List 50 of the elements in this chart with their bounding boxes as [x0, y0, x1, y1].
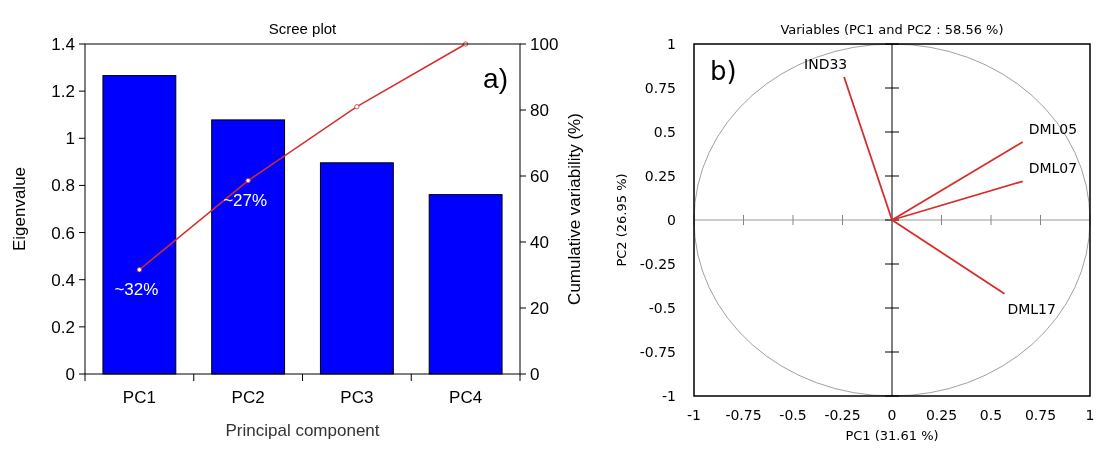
series-label: IND33: [804, 56, 848, 73]
x-tick-label: 0: [887, 407, 897, 423]
y-tick-label: 1.4: [51, 34, 75, 54]
y2-tick-label: 60: [530, 166, 549, 186]
y-tick-label: -0.75: [639, 343, 676, 360]
y2-tick-label: 20: [530, 298, 549, 318]
y-axis-title: PC2 (26.95 %): [614, 173, 629, 267]
x-tick-label: 0.75: [1024, 407, 1057, 423]
y2-tick-label: 100: [530, 34, 559, 54]
y-tick-label: 0.2: [51, 317, 75, 337]
annotation: ~32%: [114, 279, 159, 299]
y2-tick-label: 0: [530, 364, 540, 384]
x-axis-title: Principal component: [225, 421, 380, 440]
x-tick-label: PC1: [122, 388, 156, 407]
x-tick-label: PC4: [449, 388, 483, 407]
annotation: ~27%: [223, 190, 268, 210]
y-tick-label: 0.75: [644, 79, 676, 96]
x-tick-label: -1: [687, 407, 701, 423]
annotation: b): [710, 56, 737, 86]
y-tick-label: 0: [65, 364, 75, 384]
series-label: DML17: [1007, 300, 1056, 317]
y-tick-label: 0.4: [51, 270, 75, 290]
y-tick-label: 1: [667, 35, 676, 52]
x-tick-label: -0.25: [824, 407, 861, 423]
y2-tick-label: 80: [530, 100, 549, 120]
y-tick-label: 1: [65, 129, 75, 149]
y-axis-title: Eigenvalue: [10, 166, 29, 252]
y-tick-label: 0.25: [644, 167, 676, 184]
x-tick-label: 1: [1085, 407, 1095, 423]
x-tick-label: -0.75: [725, 407, 762, 423]
y-tick-label: 1.2: [51, 82, 75, 102]
y-tick-label: 0: [667, 211, 676, 228]
x-tick-label: 0.25: [925, 407, 958, 423]
y-tick-label: -0.25: [639, 255, 676, 272]
y2-tick-label: 40: [530, 232, 549, 252]
series-label: DML07: [1028, 160, 1078, 177]
x-tick-label: PC3: [340, 388, 374, 407]
y2-axis-title: Cumulative variability (%): [565, 113, 584, 305]
chart-title: Variables (PC1 and PC2 : 58.56 %): [780, 22, 1004, 37]
annotation: a): [483, 63, 508, 94]
y-tick-label: 0.8: [51, 176, 75, 196]
x-tick-label: -0.5: [779, 407, 807, 423]
y-tick-label: -0.5: [648, 299, 676, 316]
x-axis-title: PC1 (31.61 %): [845, 428, 939, 443]
y-tick-label: 0.6: [51, 223, 75, 243]
x-tick-label: 0.5: [979, 407, 1003, 423]
y-tick-label: 0.5: [653, 123, 676, 140]
chart-title: Scree plot: [268, 20, 338, 37]
x-tick-label: PC2: [231, 388, 265, 407]
series-label: DML05: [1028, 121, 1078, 138]
